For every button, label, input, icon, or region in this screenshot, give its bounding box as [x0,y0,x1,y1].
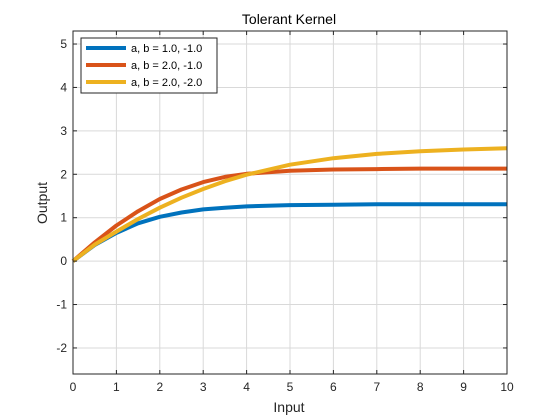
ticks: 0 1 2 3 4 5 6 7 8 9 10 -2 -1 0 1 2 3 4 5 [56,31,514,394]
x-tick-label: 8 [417,380,424,394]
x-tick-label: 1 [113,380,120,394]
x-axis-title: Input [273,399,304,415]
series-group [71,146,508,263]
series-line-3 [71,146,508,263]
y-tick-label: -2 [56,341,67,355]
x-tick-label: 5 [287,380,294,394]
y-axis-title: Output [34,182,50,224]
y-tick-label: 4 [60,80,67,94]
x-tick-label: 10 [500,380,514,394]
x-tick-label: 2 [156,380,163,394]
x-tick-label: 0 [70,380,77,394]
y-tick-label: 1 [60,211,67,225]
legend: a, b = 1.0, -1.0 a, b = 2.0, -1.0 a, b = 2… [80,37,218,94]
y-tick-label: 0 [60,254,67,268]
x-tick-label: 4 [243,380,250,394]
legend-label-3: a, b = 2.0, -2.0 [131,77,202,89]
y-tick-label: -1 [56,298,67,312]
legend-label-1: a, b = 1.0, -1.0 [131,43,202,55]
series-line-2 [71,166,507,263]
x-tick-label: 7 [373,380,380,394]
y-tick-label: 3 [60,124,67,138]
legend-label-2: a, b = 2.0, -1.0 [131,60,202,72]
chart-title: Tolerant Kernel [242,11,336,27]
x-tick-label: 3 [200,380,207,394]
x-tick-label: 6 [330,380,337,394]
x-tick-label: 9 [460,380,467,394]
y-tick-label: 5 [60,37,67,51]
y-tick-label: 2 [60,167,67,181]
